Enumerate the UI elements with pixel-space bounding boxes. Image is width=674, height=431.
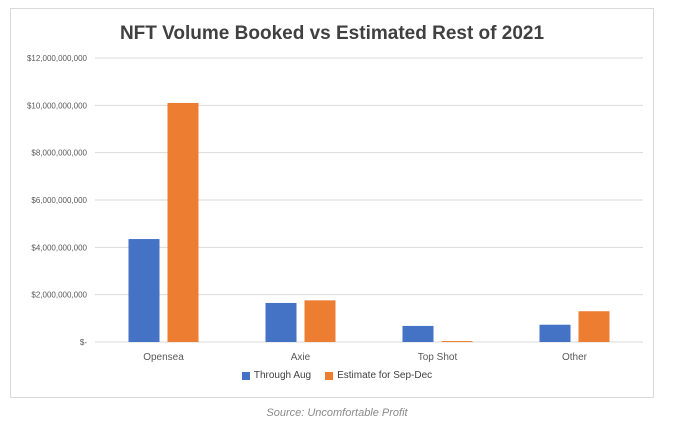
- bar-other-through-aug: [539, 324, 571, 342]
- y-tick-label: $6,000,000,000: [31, 196, 87, 205]
- bar-opensea-estimate: [167, 102, 199, 342]
- legend-label: Through Aug: [253, 370, 312, 381]
- source-caption: Source: Uncomfortable Profit: [266, 407, 408, 419]
- legend-swatch: [241, 371, 250, 380]
- y-tick-label: $2,000,000,000: [31, 291, 87, 300]
- y-axis-ticks: $- $2,000,000,000 $4,000,000,000 $6,000,000…: [27, 54, 88, 347]
- x-axis-ticks: Opensea Axie Top Shot Other: [143, 352, 587, 363]
- bar-axie-estimate: [304, 300, 336, 342]
- x-tick-label: Top Shot: [418, 352, 458, 363]
- legend: Through Aug Estimate for Sep-Dec: [0, 370, 674, 381]
- x-tick-label: Opensea: [143, 352, 184, 363]
- bar-top-shot-estimate: [441, 341, 473, 342]
- bar-opensea-through-aug: [128, 239, 160, 342]
- legend-item: Through Aug: [241, 370, 312, 381]
- y-tick-label: $12,000,000,000: [27, 54, 88, 63]
- y-tick-label: $-: [80, 338, 87, 347]
- legend-swatch: [325, 371, 334, 380]
- y-tick-label: $10,000,000,000: [27, 101, 88, 110]
- bar-other-estimate: [578, 311, 610, 342]
- bars: [128, 102, 610, 342]
- bar-axie-through-aug: [265, 302, 297, 342]
- y-tick-label: $8,000,000,000: [31, 149, 87, 158]
- x-tick-label: Axie: [291, 352, 311, 363]
- y-tick-label: $4,000,000,000: [31, 243, 87, 252]
- legend-label: Estimate for Sep-Dec: [337, 370, 433, 381]
- x-tick-label: Other: [562, 352, 588, 363]
- bar-top-shot-through-aug: [402, 325, 434, 342]
- chart-title: NFT Volume Booked vs Estimated Rest of 2…: [119, 23, 545, 44]
- legend-item: Estimate for Sep-Dec: [325, 370, 432, 381]
